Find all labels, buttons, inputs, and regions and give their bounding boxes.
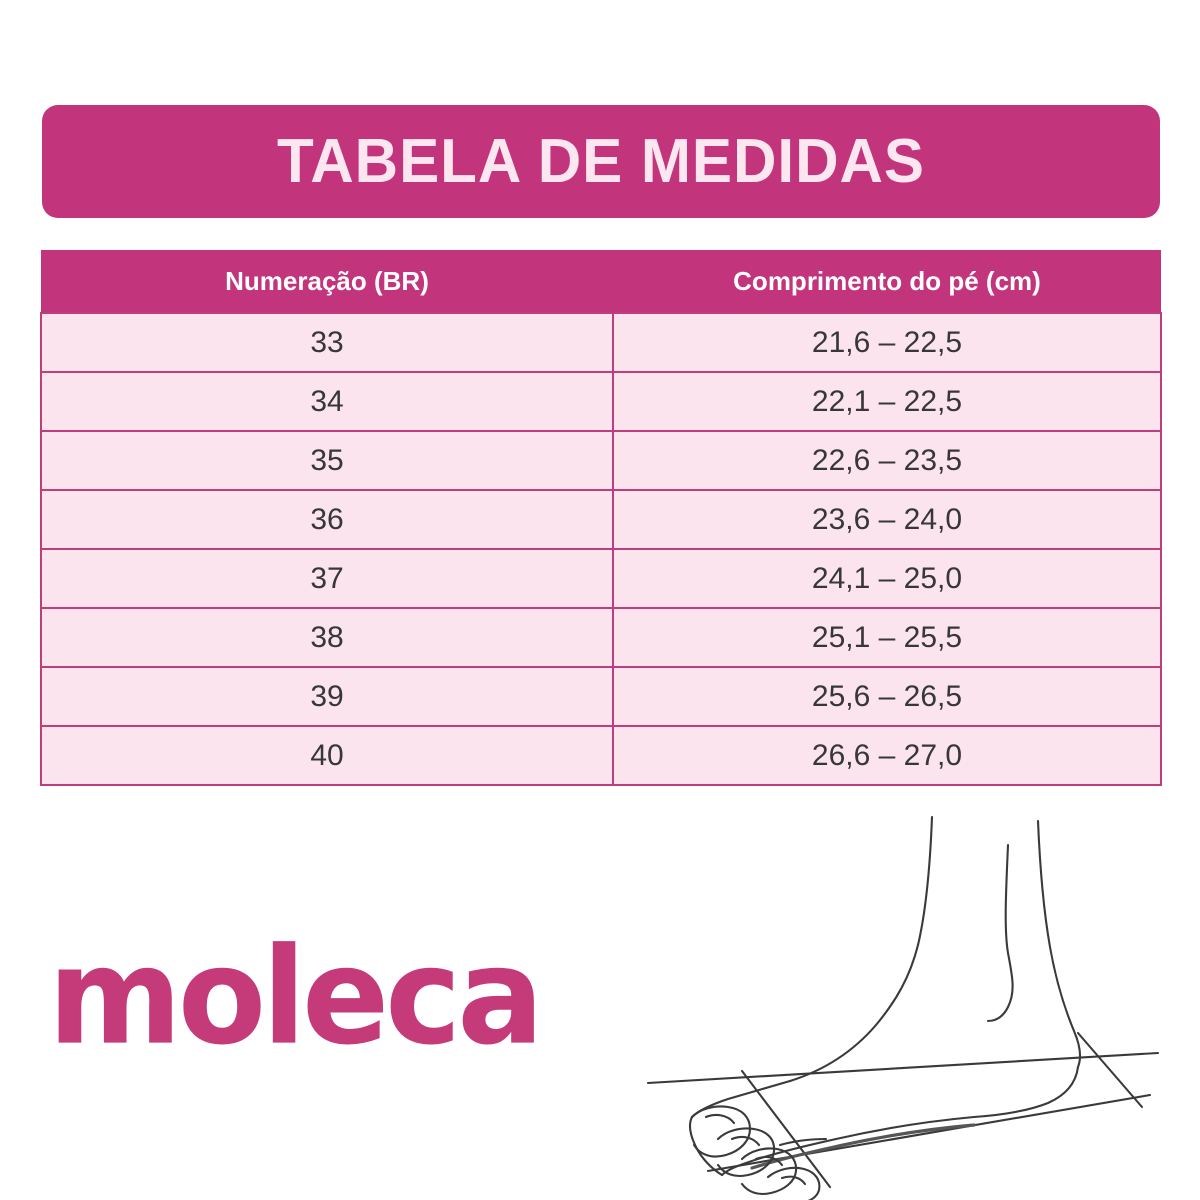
- calf-contour: [1036, 819, 1082, 1069]
- heel-contour: [972, 1065, 1080, 1119]
- foot-measurement-illustration: [630, 795, 1170, 1200]
- second-toe: [716, 1127, 776, 1178]
- sole-shadow: [750, 1123, 976, 1170]
- cell-size: 37: [40, 548, 614, 609]
- table-row: 37 24,1 – 25,0: [40, 548, 1162, 609]
- table-header-row: Numeração (BR) Comprimento do pé (cm): [41, 250, 1161, 313]
- big-toe-nail: [704, 1113, 736, 1125]
- table-row: 40 26,6 – 27,0: [40, 725, 1162, 786]
- third-toe-nail: [754, 1155, 784, 1167]
- floor-line-back: [646, 1051, 1160, 1085]
- cell-length: 23,6 – 24,0: [612, 489, 1162, 550]
- foot-diagram-icon: [646, 815, 1160, 1200]
- shin-contour: [788, 815, 934, 1083]
- page-title: TABELA DE MEDIDAS: [277, 126, 925, 196]
- cell-size: 36: [40, 489, 614, 550]
- cell-size: 39: [40, 666, 614, 727]
- brand-logo: moleca: [48, 930, 588, 1064]
- cell-length: 26,6 – 27,0: [612, 725, 1162, 786]
- table-row: 36 23,6 – 24,0: [40, 489, 1162, 550]
- column-header-size: Numeração (BR): [41, 250, 613, 313]
- cell-size: 34: [40, 371, 614, 432]
- cell-size: 33: [40, 312, 614, 373]
- toe-crease: [778, 1137, 828, 1147]
- table-row: 33 21,6 – 22,5: [40, 312, 1162, 373]
- third-toe: [740, 1147, 798, 1196]
- cell-length: 25,1 – 25,5: [612, 607, 1162, 668]
- cell-length: 21,6 – 22,5: [612, 312, 1162, 373]
- table-body: 33 21,6 – 22,5 34 22,1 – 22,5 35 22,6 – …: [40, 312, 1162, 786]
- big-toe: [690, 1105, 752, 1158]
- cell-size: 35: [40, 430, 614, 491]
- cell-length: 22,6 – 23,5: [612, 430, 1162, 491]
- table-header: Numeração (BR) Comprimento do pé (cm): [41, 250, 1161, 313]
- sole-edge: [720, 1115, 976, 1177]
- heel-guide-line: [1076, 1031, 1144, 1109]
- little-toe-nail: [780, 1175, 807, 1186]
- size-chart-table: Numeração (BR) Comprimento do pé (cm) 33…: [40, 250, 1162, 786]
- second-toe-nail: [730, 1135, 761, 1147]
- ankle-crease: [986, 843, 1014, 1023]
- cell-size: 38: [40, 607, 614, 668]
- table-row: 38 25,1 – 25,5: [40, 607, 1162, 668]
- page-title-banner: TABELA DE MEDIDAS: [42, 105, 1160, 218]
- cell-size: 40: [40, 725, 614, 786]
- cell-length: 22,1 – 22,5: [612, 371, 1162, 432]
- little-toe: [766, 1166, 821, 1200]
- brand-logo-text: moleca: [48, 918, 544, 1075]
- cell-length: 25,6 – 26,5: [612, 666, 1162, 727]
- cell-length: 24,1 – 25,0: [612, 548, 1162, 609]
- table-row: 39 25,6 – 26,5: [40, 666, 1162, 727]
- table-row: 35 22,6 – 23,5: [40, 430, 1162, 491]
- column-header-length: Comprimento do pé (cm): [613, 250, 1161, 313]
- table-row: 34 22,1 – 22,5: [40, 371, 1162, 432]
